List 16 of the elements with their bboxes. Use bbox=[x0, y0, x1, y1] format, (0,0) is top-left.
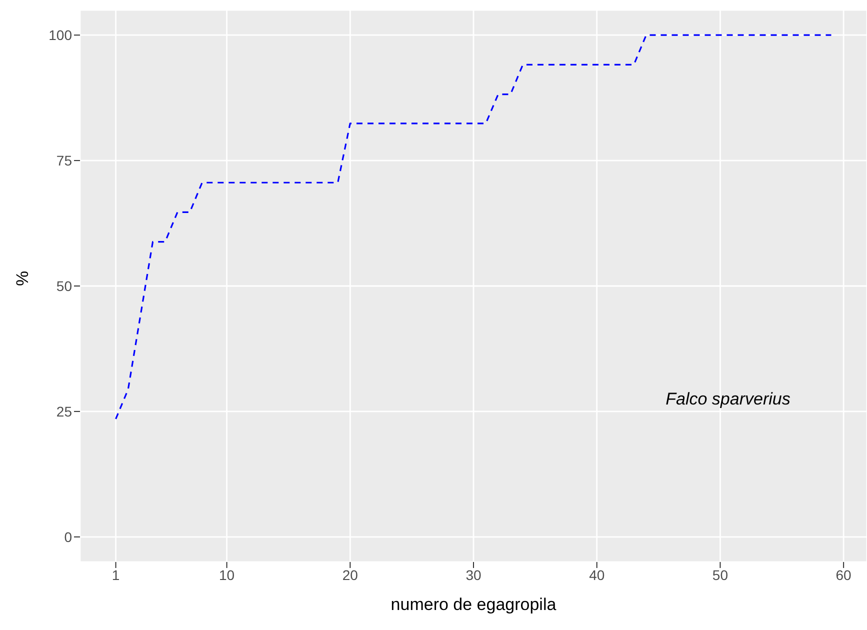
x-tick-label: 60 bbox=[836, 566, 852, 583]
y-tick-label: 50 bbox=[56, 278, 72, 294]
annotation: Falco sparverius bbox=[666, 389, 791, 408]
x-tick-label: 30 bbox=[466, 566, 482, 583]
y-tick-label: 25 bbox=[56, 403, 72, 420]
x-axis-title: numero de egagropila bbox=[390, 595, 557, 614]
x-tick-label: 20 bbox=[342, 566, 358, 583]
y-axis-title: % bbox=[13, 270, 32, 286]
x-tick-label: 10 bbox=[219, 566, 235, 583]
x-tick-label: 50 bbox=[712, 566, 728, 583]
y-tick-label: 75 bbox=[56, 152, 72, 169]
x-tick-label: 40 bbox=[589, 566, 605, 583]
y-tick-label: 0 bbox=[64, 528, 72, 545]
line-series bbox=[114, 34, 832, 420]
x-tick-label: 1 bbox=[112, 566, 120, 583]
y-tick-label: 100 bbox=[48, 27, 72, 44]
